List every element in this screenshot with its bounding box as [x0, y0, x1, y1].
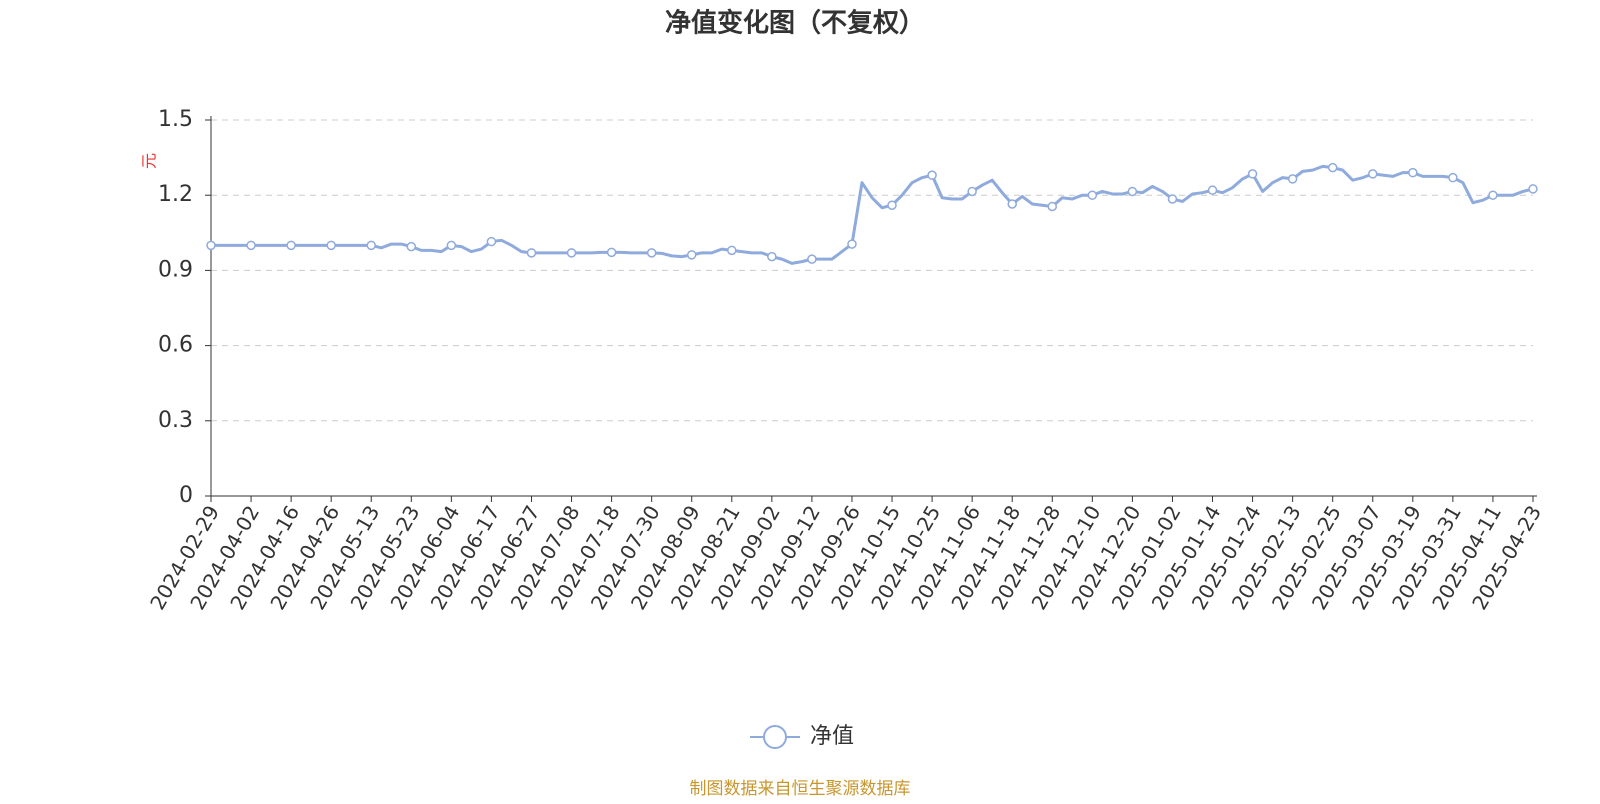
data-point: [606, 247, 617, 258]
data-point: [1047, 201, 1058, 212]
data-point: [1127, 186, 1138, 197]
data-point: [1287, 174, 1298, 184]
data-point: [1327, 162, 1338, 173]
y-tick-label: 0.6: [158, 333, 193, 358]
source-note: 制图数据来自恒生聚源数据库: [690, 779, 911, 799]
data-point: [1488, 190, 1498, 200]
series-line: [211, 164, 1534, 265]
data-point: [1207, 185, 1218, 195]
data-point: [727, 245, 737, 256]
y-tick-label: 0.9: [158, 257, 193, 282]
data-point: [526, 248, 537, 258]
data-point: [646, 248, 657, 258]
data-point: [1408, 167, 1418, 178]
y-tick-label: 1.2: [158, 182, 193, 207]
data-point: [366, 240, 376, 251]
data-point: [246, 240, 256, 251]
data-point: [686, 250, 697, 260]
data-point: [446, 240, 457, 251]
y-tick-label: 0.3: [158, 408, 193, 433]
legend-label: 净值: [810, 724, 854, 749]
data-point: [807, 254, 817, 264]
data-point: [1448, 172, 1458, 183]
data-point: [406, 241, 417, 252]
data-point: [486, 236, 497, 247]
data-point: [326, 240, 336, 251]
data-point: [967, 186, 977, 197]
data-point: [1368, 169, 1378, 179]
data-point: [206, 240, 216, 251]
data-point: [286, 240, 296, 251]
data-point: [767, 251, 777, 262]
legend-marker: [763, 725, 787, 749]
data-point: [847, 239, 857, 249]
data-point: [1167, 194, 1178, 204]
data-point: [1247, 169, 1258, 179]
data-point: [927, 170, 937, 180]
data-point: [1007, 199, 1017, 209]
data-point: [887, 200, 897, 210]
chart-title: 净值变化图（不复权）: [665, 8, 925, 39]
data-point: [1528, 184, 1538, 194]
y-axis-label: 元: [140, 153, 159, 169]
y-tick-label: 1.5: [158, 107, 193, 132]
y-tick-label: 0: [179, 483, 193, 508]
data-point: [566, 248, 577, 258]
data-point: [1087, 190, 1098, 200]
